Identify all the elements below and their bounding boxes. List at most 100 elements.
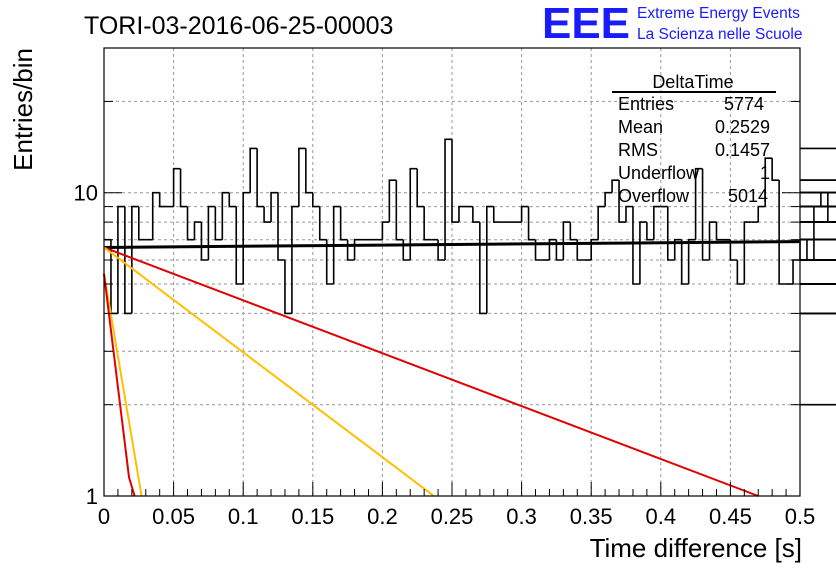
grid xyxy=(104,48,800,496)
histogram-bin xyxy=(402,239,411,261)
histogram-bin xyxy=(800,191,836,194)
stats-value-overflow: 5014 xyxy=(728,186,768,206)
fit-curves xyxy=(103,240,801,497)
histogram-bin xyxy=(270,191,278,223)
x-axis-label: Time difference [s] xyxy=(590,533,802,563)
histogram-bin xyxy=(800,259,836,261)
x-tick-label: 0.45 xyxy=(709,504,752,529)
histogram-bin xyxy=(800,205,836,208)
histogram-bin xyxy=(228,192,237,208)
histogram-bin xyxy=(800,191,836,194)
histogram-bin xyxy=(687,238,696,285)
x-tick-label: 0.25 xyxy=(431,504,474,529)
histogram-bin xyxy=(800,205,836,208)
histogram-bin xyxy=(800,312,836,315)
plot-title: TORI-03-2016-06-25-00003 xyxy=(84,12,393,40)
histogram-bin xyxy=(800,221,836,223)
histogram-bin xyxy=(444,138,452,260)
histogram-bin xyxy=(172,167,181,207)
histogram-bin xyxy=(800,191,836,194)
histogram-bin xyxy=(800,238,836,241)
histogram-bin xyxy=(800,238,836,241)
x-tick-label: 0.05 xyxy=(152,504,195,529)
histogram-bin xyxy=(800,221,836,223)
logo-line-2: La Scienza nelle Scuole xyxy=(637,26,802,43)
histogram-bin xyxy=(715,222,724,241)
histogram-bin xyxy=(800,221,836,223)
histogram-bin xyxy=(520,205,529,223)
histogram-bin xyxy=(694,167,703,240)
fit-curve-exponential xyxy=(103,246,435,497)
histogram-bin xyxy=(800,179,836,181)
histogram-bin xyxy=(458,205,466,223)
histogram-bin xyxy=(576,239,585,261)
stats-label-overflow: Overflow xyxy=(618,186,690,206)
histogram-bin xyxy=(186,206,195,241)
histogram-bin xyxy=(486,205,494,314)
histogram-bin xyxy=(346,239,355,261)
x-tick-label: 0.15 xyxy=(291,504,334,529)
histogram-bin xyxy=(325,239,334,285)
histogram-bin xyxy=(680,239,689,285)
histogram-bin xyxy=(800,283,836,285)
histogram-bin xyxy=(800,238,836,241)
histogram-bin xyxy=(800,259,836,261)
logo-line-1: Extreme Energy Events xyxy=(637,5,800,22)
histogram-bin xyxy=(800,179,836,181)
histogram-bin xyxy=(800,205,836,208)
histogram-bin xyxy=(158,192,167,208)
histogram-bin xyxy=(138,206,146,241)
histogram-bin xyxy=(757,205,766,223)
histogram-bin xyxy=(673,238,682,260)
stats-label-underflow: Underflow xyxy=(618,163,700,183)
histogram-bin xyxy=(569,222,578,241)
histogram-bin xyxy=(117,205,125,314)
histogram-bin xyxy=(800,191,836,194)
eee-logo-icon: EEE xyxy=(542,0,630,48)
histogram-bin xyxy=(743,221,752,285)
histogram-bin xyxy=(800,179,836,181)
stats-title: DeltaTime xyxy=(652,72,733,92)
histogram-bin xyxy=(800,259,836,261)
histogram-bin xyxy=(800,239,808,261)
histogram-bin xyxy=(312,192,320,208)
histogram-bin xyxy=(597,205,606,240)
fit-curve-exponential xyxy=(103,273,143,497)
histogram-bin xyxy=(562,221,571,260)
histogram-bin xyxy=(646,222,654,241)
histogram-bin xyxy=(800,403,836,406)
x-tick-label: 0.3 xyxy=(506,504,537,529)
stats-value-rms: 0.1457 xyxy=(715,140,770,160)
histogram-bin xyxy=(423,206,432,241)
histogram-bin xyxy=(708,221,717,260)
histogram-bin xyxy=(800,191,822,207)
histogram-bin xyxy=(800,283,836,285)
y-tick-label: 1 xyxy=(86,484,98,509)
histogram-bin xyxy=(632,206,640,285)
histogram-bin xyxy=(318,206,327,241)
histogram-bin xyxy=(800,205,836,208)
stats-box: DeltaTime Entries 5774 Mean 0.2529 RMS 0… xyxy=(612,72,776,206)
stats-value-underflow: 1 xyxy=(760,163,770,183)
histogram-bin xyxy=(800,238,836,241)
y-axis-label: Entries/bin xyxy=(8,48,38,171)
histogram-bin xyxy=(800,259,836,261)
histogram-bin xyxy=(800,147,836,150)
x-tick-label: 0.2 xyxy=(367,504,398,529)
histogram-bin xyxy=(800,312,836,315)
histogram-bin xyxy=(800,221,836,223)
x-tick-label: 0.35 xyxy=(570,504,613,529)
histogram-bin xyxy=(339,206,348,241)
histogram-bin xyxy=(207,205,216,260)
histogram-bin xyxy=(416,168,425,208)
histogram-bin xyxy=(800,205,836,208)
histogram-bin xyxy=(800,238,836,241)
histogram-bin xyxy=(639,221,647,285)
histogram-bin xyxy=(764,157,773,207)
histogram-bin xyxy=(235,206,244,285)
histogram-bin xyxy=(548,238,557,260)
histogram-bin xyxy=(792,259,800,285)
histogram-bin xyxy=(124,206,132,315)
fit-curve-exponential xyxy=(103,246,759,497)
